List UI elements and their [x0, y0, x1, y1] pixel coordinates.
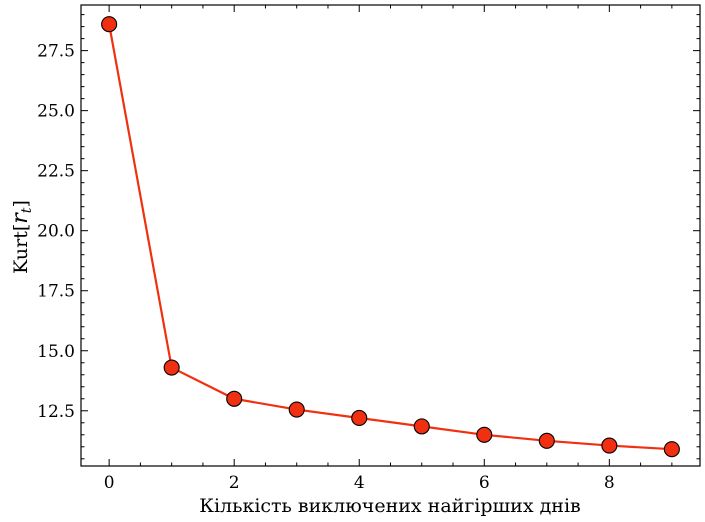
tick-labels: 0 2 4 6 8 12.5 15.0 17.5 20.0 22.5 25.0 27.5: [37, 42, 615, 493]
plot-frame: [80, 4, 701, 467]
data-markers: [101, 16, 680, 458]
y-tick-label: 15.0: [37, 342, 75, 362]
y-tick-label: 12.5: [37, 402, 75, 422]
x-tick-label: 6: [479, 473, 490, 493]
y-tick-label: 25.0: [37, 102, 75, 122]
y-axis-label: Kurt[rt]: [8, 200, 35, 274]
y-axis-label-suffix: ]: [10, 200, 32, 207]
y-axis-label-prefix: Kurt[: [10, 224, 32, 274]
data-point-marker: [476, 426, 493, 443]
data-point-marker: [601, 437, 618, 454]
data-point-marker: [663, 441, 680, 458]
data-point-marker: [288, 401, 305, 418]
data-point-marker: [101, 16, 118, 33]
axis-ticks: [81, 5, 700, 466]
x-tick-label: 8: [604, 473, 615, 493]
y-axis-label-var: r: [8, 212, 33, 224]
data-point-marker: [413, 418, 430, 435]
x-tick-label: 4: [354, 473, 365, 493]
y-tick-label: 20.0: [37, 222, 75, 242]
y-tick-label: 27.5: [37, 42, 75, 62]
data-point-marker: [351, 409, 368, 427]
y-tick-label: 22.5: [37, 162, 75, 182]
y-axis-label-sub: t: [19, 207, 35, 213]
data-point-marker: [226, 390, 243, 407]
x-tick-label: 2: [229, 473, 240, 493]
x-axis-label: Кількість виключених найгірших днів: [199, 495, 580, 517]
x-tick-label: 0: [104, 473, 115, 493]
y-tick-label: 17.5: [37, 282, 75, 302]
data-point-marker: [538, 432, 555, 449]
data-point-marker: [163, 359, 180, 376]
series-line: [108, 24, 672, 451]
